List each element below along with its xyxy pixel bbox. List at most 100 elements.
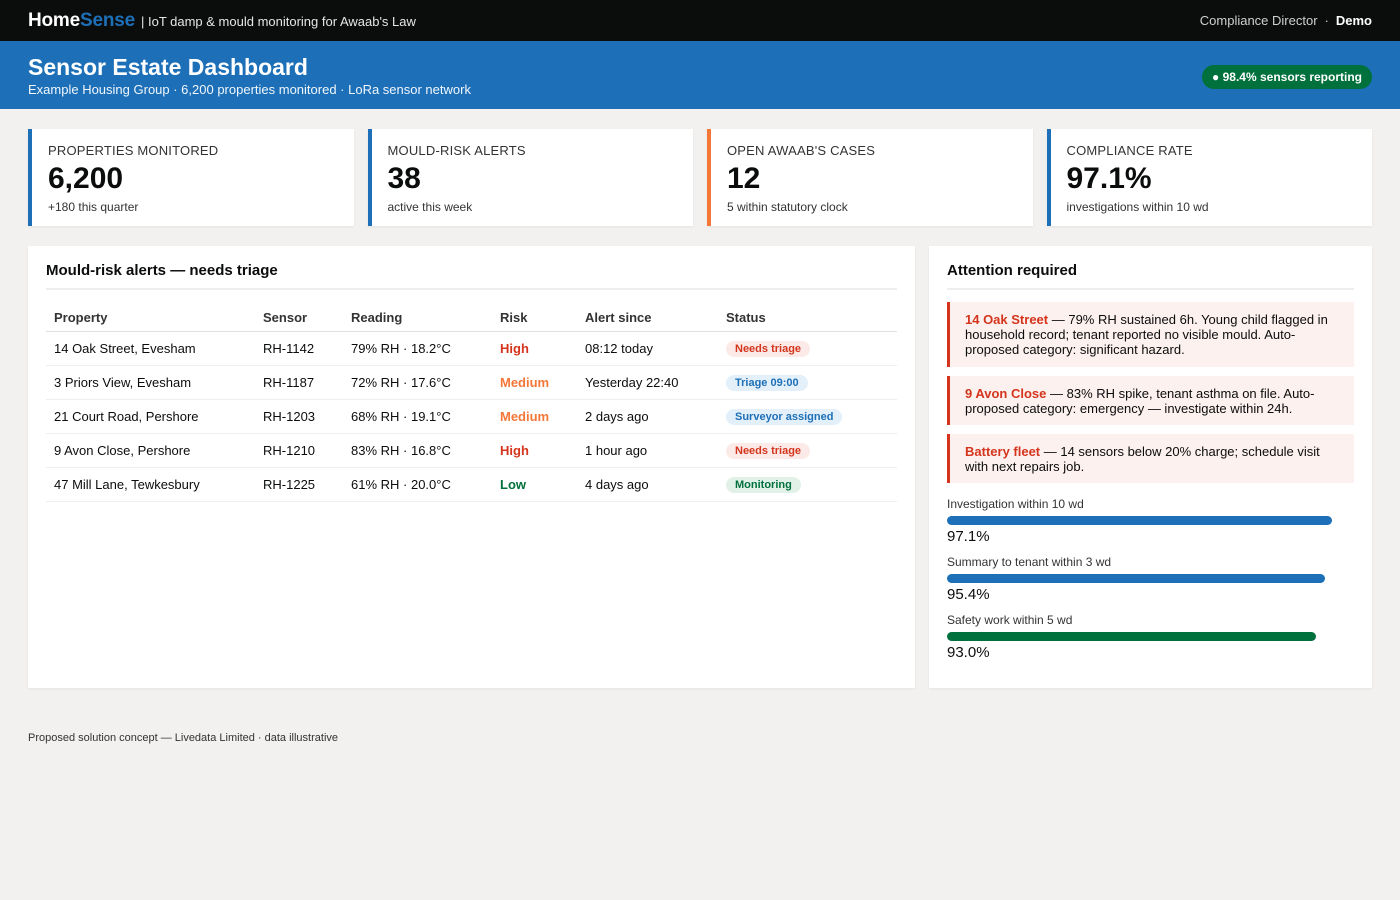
kpi-label: COMPLIANCE RATE [1066,143,1193,158]
metric-summary-to-tenant: Summary to tenant within 3 wd 95.4% [947,555,1354,603]
attention-item-heading: Battery fleet [965,444,1041,460]
column-header-sensor[interactable]: Sensor [255,304,343,332]
footer-text: Proposed solution concept — Livedata Lim… [28,732,339,744]
cell-alert-since: 1 hour ago [577,433,718,468]
alerts-panel-title: Mould-risk alerts — needs triage [46,262,897,290]
cell-risk: High [492,331,577,366]
column-header-reading[interactable]: Reading [343,304,492,332]
cell-property: 21 Court Road, Pershore [46,399,255,434]
metric-investigation: Investigation within 10 wd 97.1% [947,497,1354,545]
progress-bar-fill [947,632,1316,642]
attention-panel: Attention required 14 Oak Street — 79% R… [929,246,1372,688]
footer: Proposed solution concept — Livedata Lim… [0,688,1400,744]
attention-item-text: — 79% RH sustained 6h. Young child flagg… [965,312,1328,358]
cell-property: 9 Avon Close, Pershore [46,433,255,468]
cell-risk: Medium [492,399,577,434]
cell-alert-since: 2 days ago [577,399,718,434]
attention-item[interactable]: Battery fleet — 14 sensors below 20% cha… [947,434,1354,484]
cell-sensor: RH-1210 [255,433,343,468]
demo-mode-label: Demo [1335,13,1372,28]
status-badge[interactable]: Needs triage [726,443,811,459]
brand-logo[interactable]: HomeSense [28,10,135,32]
column-header-risk[interactable]: Risk [492,304,577,332]
table-row[interactable]: 14 Oak Street, Evesham RH-1142 79% RH · … [46,331,897,366]
cell-risk: High [492,433,577,468]
user-menu[interactable]: Compliance Director · Demo [1200,13,1372,28]
progress-bar [947,574,1354,584]
kpi-note: +180 this quarter [48,200,139,214]
main-content: Mould-risk alerts — needs triage Propert… [0,226,1400,688]
metric-label: Safety work within 5 wd [947,613,1073,628]
metric-safety-work: Safety work within 5 wd 93.0% [947,613,1354,661]
cell-reading: 68% RH · 19.1°C [343,399,492,434]
attention-item[interactable]: 14 Oak Street — 79% RH sustained 6h. You… [947,302,1354,367]
cell-reading: 61% RH · 20.0°C [343,467,492,502]
status-badge[interactable]: Surveyor assigned [726,409,843,425]
metric-value: 93.0% [947,644,990,662]
table-row[interactable]: 21 Court Road, Pershore RH-1203 68% RH ·… [46,399,897,434]
attention-item-text: — 14 sensors below 20% charge; schedule … [965,444,1320,475]
status-badge[interactable]: Monitoring [726,477,801,493]
user-separator: · [1324,13,1329,28]
sensors-reporting-badge: ● 98.4% sensors reporting [1202,65,1372,89]
metric-value: 95.4% [947,586,990,604]
metric-value: 97.1% [947,528,990,546]
cell-status: Needs triage [718,331,897,366]
cell-reading: 83% RH · 16.8°C [343,433,492,468]
column-header-status[interactable]: Status [718,304,897,332]
alerts-table: Property Sensor Reading Risk Alert since… [46,304,897,502]
table-row[interactable]: 3 Priors View, Evesham RH-1187 72% RH · … [46,365,897,400]
cell-alert-since: Yesterday 22:40 [577,365,718,400]
kpi-value: 38 [387,162,421,195]
kpi-label: OPEN AWAAB'S CASES [727,143,876,158]
cell-alert-since: 08:12 today [577,331,718,366]
cell-reading: 79% RH · 18.2°C [343,331,492,366]
cell-status: Monitoring [718,467,897,502]
cell-risk: Low [492,467,577,502]
kpi-open-awaabs-cases[interactable]: OPEN AWAAB'S CASES 12 5 within statutory… [707,129,1033,226]
brand-home: Home [28,9,80,31]
column-header-property[interactable]: Property [46,304,255,332]
table-row[interactable]: 9 Avon Close, Pershore RH-1210 83% RH · … [46,433,897,468]
page-title: Sensor Estate Dashboard [28,54,308,80]
cell-sensor: RH-1225 [255,467,343,502]
cell-sensor: RH-1142 [255,331,343,366]
progress-bar [947,632,1354,642]
kpi-mould-risk-alerts[interactable]: MOULD-RISK ALERTS 38 active this week [367,129,693,226]
cell-risk: Medium [492,365,577,400]
kpi-value: 12 [727,162,761,195]
brand-sense: Sense [80,9,135,31]
status-badge[interactable]: Triage 09:00 [726,375,808,391]
progress-bar [947,516,1354,526]
cell-reading: 72% RH · 17.6°C [343,365,492,400]
cell-property: 14 Oak Street, Evesham [46,331,255,366]
cell-alert-since: 4 days ago [577,467,718,502]
status-badge[interactable]: Needs triage [726,341,811,357]
top-bar: HomeSense | IoT damp & mould monitoring … [0,0,1400,41]
page-header: Sensor Estate Dashboard Example Housing … [0,41,1400,109]
attention-item-text: — 83% RH spike, tenant asthma on file. A… [965,385,1315,416]
kpi-value: 97.1% [1066,162,1152,195]
column-header-alert-since[interactable]: Alert since [577,304,718,332]
cell-sensor: RH-1203 [255,399,343,434]
kpi-row: PROPERTIES MONITORED 6,200 +180 this qua… [0,109,1400,226]
attention-panel-title: Attention required [947,262,1354,290]
metric-label: Investigation within 10 wd [947,497,1084,512]
kpi-properties-monitored[interactable]: PROPERTIES MONITORED 6,200 +180 this qua… [28,129,354,226]
cell-status: Surveyor assigned [718,399,897,434]
kpi-compliance-rate[interactable]: COMPLIANCE RATE 97.1% investigations wit… [1046,129,1372,226]
attention-item[interactable]: 9 Avon Close — 83% RH spike, tenant asth… [947,375,1354,426]
cell-property: 3 Priors View, Evesham [46,365,255,400]
cell-property: 47 Mill Lane, Tewkesbury [46,467,255,502]
kpi-note: 5 within statutory clock [727,200,848,214]
brand-tagline: | IoT damp & mould monitoring for Awaab'… [140,13,416,29]
cell-sensor: RH-1187 [255,365,343,400]
user-role: Compliance Director [1199,13,1318,28]
kpi-note: active this week [387,200,473,214]
cell-status: Triage 09:00 [718,365,897,400]
metric-label: Summary to tenant within 3 wd [947,555,1112,570]
kpi-note: investigations within 10 wd [1066,200,1209,214]
kpi-label: PROPERTIES MONITORED [48,143,219,158]
table-header-row: Property Sensor Reading Risk Alert since… [46,304,897,332]
table-row[interactable]: 47 Mill Lane, Tewkesbury RH-1225 61% RH … [46,467,897,502]
